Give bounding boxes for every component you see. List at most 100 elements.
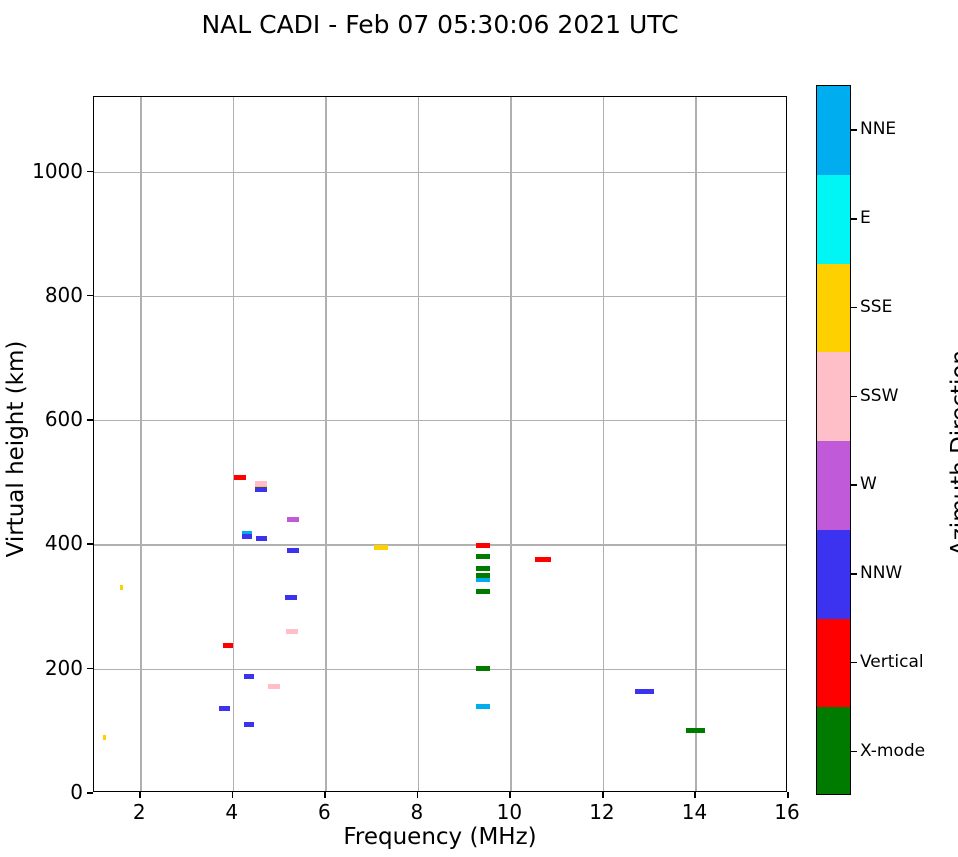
y-tick-label: 200 xyxy=(44,655,83,680)
colorbar-band-w[interactable] xyxy=(817,441,850,530)
colorbar-band-x-mode[interactable] xyxy=(817,707,850,794)
colorbar-label-nne: NNE xyxy=(860,119,897,140)
y-tick-mark xyxy=(87,543,93,546)
x-gridline xyxy=(325,97,327,791)
y-gridline xyxy=(94,420,786,422)
data-mark-nnw xyxy=(219,705,230,711)
x-tick-label: 12 xyxy=(589,800,615,824)
colorbar-tick-mark xyxy=(851,306,857,309)
y-tick-mark xyxy=(87,792,93,794)
x-tick-mark xyxy=(509,792,511,798)
data-mark-sse xyxy=(102,734,106,740)
data-mark-w xyxy=(286,517,300,523)
colorbar-band-sse[interactable] xyxy=(817,263,850,353)
data-mark-vertical xyxy=(475,543,490,549)
data-mark-vertical xyxy=(223,643,234,649)
x-gridline xyxy=(602,97,605,791)
y-axis-label: Virtual height (km) xyxy=(3,340,29,558)
data-mark-nnw xyxy=(256,535,267,541)
colorbar-label-nnw: NNW xyxy=(860,563,903,584)
azimuth-colorbar[interactable] xyxy=(816,85,851,795)
x-tick-label: 2 xyxy=(132,800,146,824)
colorbar-band-nnw[interactable] xyxy=(817,529,850,619)
data-mark-x-mode xyxy=(475,666,490,672)
colorbar-band-vertical[interactable] xyxy=(817,618,850,708)
x-tick-mark xyxy=(787,792,789,798)
data-mark-ssw xyxy=(268,683,281,689)
y-tick-mark xyxy=(87,667,93,670)
x-tick-label: 16 xyxy=(774,800,800,824)
x-tick-mark xyxy=(324,792,326,798)
colorbar-label-w: W xyxy=(860,474,877,495)
data-mark-nnw xyxy=(286,548,300,554)
x-gridline xyxy=(510,97,512,791)
x-tick-mark xyxy=(601,792,604,798)
x-gridline xyxy=(417,97,420,791)
data-mark-x-mode xyxy=(475,554,490,560)
y-gridline xyxy=(94,295,786,298)
data-mark-x-mode xyxy=(475,588,490,594)
data-mark-nne xyxy=(475,577,490,583)
x-tick-mark xyxy=(231,792,234,798)
colorbar-label-vertical: Vertical xyxy=(860,651,924,672)
colorbar-label-ssw: SSW xyxy=(860,385,899,406)
colorbar-label-e: E xyxy=(860,208,871,229)
x-tick-label: 8 xyxy=(410,800,424,824)
plot-area xyxy=(94,97,786,791)
y-tick-label: 1000 xyxy=(32,158,83,183)
data-mark-ssw xyxy=(255,481,268,487)
y-tick-mark xyxy=(87,170,93,173)
data-mark-nne xyxy=(241,531,252,537)
colorbar-tick-mark xyxy=(851,661,857,664)
data-mark-nnw xyxy=(635,688,654,694)
colorbar-label-sse: SSE xyxy=(860,296,893,317)
data-mark-x-mode xyxy=(686,728,705,734)
y-gridline xyxy=(94,171,786,173)
colorbar-tick-mark xyxy=(851,750,857,753)
plot-axes xyxy=(93,96,787,792)
colorbar-tick-mark xyxy=(851,484,857,486)
data-mark-vertical xyxy=(534,557,551,563)
data-mark-nne xyxy=(475,703,490,709)
colorbar-band-nne[interactable] xyxy=(817,86,850,175)
y-tick-label: 800 xyxy=(44,282,83,307)
x-tick-label: 14 xyxy=(681,800,708,824)
data-mark-nnw xyxy=(243,722,255,728)
colorbar-tick-mark xyxy=(851,218,857,220)
x-tick-label: 4 xyxy=(225,800,239,824)
colorbar-band-ssw[interactable] xyxy=(817,352,850,441)
y-gridline xyxy=(94,668,786,670)
y-tick-label: 0 xyxy=(70,780,83,804)
y-tick-label: 400 xyxy=(44,531,83,556)
x-tick-mark xyxy=(139,792,141,798)
colorbar-tick-mark xyxy=(851,395,857,398)
x-tick-mark xyxy=(694,792,697,798)
y-tick-mark xyxy=(87,294,93,297)
data-mark-ssw xyxy=(286,628,299,634)
data-mark-nnw xyxy=(241,534,252,540)
colorbar-title: Azimuth Direction xyxy=(947,350,958,556)
x-gridline xyxy=(140,97,142,791)
y-gridline xyxy=(94,544,786,546)
x-tick-label: 6 xyxy=(317,800,331,824)
x-tick-mark xyxy=(416,792,419,798)
y-tick-label: 600 xyxy=(44,407,83,432)
data-mark-vertical xyxy=(234,474,247,480)
x-axis-label: Frequency (MHz) xyxy=(343,824,537,850)
colorbar-tick-mark xyxy=(851,573,857,575)
x-gridline xyxy=(695,97,697,791)
colorbar-tick-mark xyxy=(851,129,857,131)
page-title: NAL CADI - Feb 07 05:30:06 2021 UTC xyxy=(201,10,679,39)
data-mark-nnw xyxy=(255,486,268,492)
x-gridline xyxy=(232,97,235,791)
data-mark-x-mode xyxy=(475,566,490,572)
colorbar-label-x-mode: X-mode xyxy=(860,740,926,761)
data-mark-nnw xyxy=(243,674,255,680)
y-tick-mark xyxy=(87,419,93,421)
data-mark-sse xyxy=(373,545,388,551)
colorbar-band-e[interactable] xyxy=(817,174,850,264)
data-mark-sse xyxy=(120,585,124,591)
data-mark-x-mode xyxy=(475,573,490,578)
x-tick-label: 10 xyxy=(496,800,523,824)
